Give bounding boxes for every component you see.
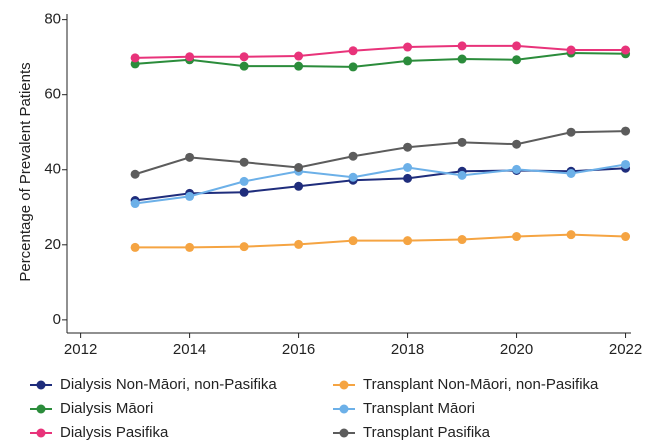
point [457, 170, 467, 180]
point [239, 157, 249, 167]
point [621, 45, 631, 55]
legend-label: Dialysis Non-Māori, non-Pasifika [60, 376, 277, 393]
x-tick-label: 2012 [64, 341, 97, 358]
legend-marker [339, 380, 349, 390]
legend-label: Dialysis Māori [60, 400, 153, 417]
x-tick-label: 2016 [282, 341, 315, 358]
point [294, 61, 304, 71]
point [566, 169, 576, 178]
y-tick-label: 80 [44, 11, 61, 28]
point [294, 239, 304, 249]
point [403, 236, 413, 246]
point [403, 162, 413, 172]
point [621, 159, 631, 169]
legend-label: Transplant Pasifika [363, 424, 491, 441]
y-tick-label: 20 [44, 236, 61, 253]
point [348, 151, 358, 161]
point [512, 55, 522, 65]
y-tick-label: 40 [44, 161, 61, 178]
point [239, 187, 249, 197]
point [185, 191, 195, 201]
point [185, 52, 195, 62]
legend-marker [36, 428, 46, 438]
point [348, 62, 358, 72]
y-axis-title: Percentage of Prevalent Patients [17, 62, 34, 281]
point [621, 232, 631, 242]
point [294, 51, 304, 61]
point [457, 41, 467, 51]
point [512, 41, 522, 51]
legend-marker [36, 380, 46, 390]
point [566, 230, 576, 240]
y-tick-label: 60 [44, 86, 61, 103]
point [130, 242, 140, 252]
point [239, 242, 249, 252]
legend-label: Transplant Māori [363, 400, 475, 417]
legend-marker [36, 404, 46, 414]
point [294, 162, 304, 172]
x-tick-label: 2018 [391, 341, 424, 358]
legend-marker [339, 404, 349, 414]
point [512, 164, 522, 174]
point [130, 199, 140, 209]
point [239, 52, 249, 62]
point [130, 169, 140, 179]
point [566, 45, 576, 55]
point [185, 242, 195, 252]
x-tick-label: 2022 [609, 341, 642, 358]
legend-label: Dialysis Pasifika [60, 424, 169, 441]
point [403, 142, 413, 152]
point [621, 126, 631, 136]
point [239, 176, 249, 186]
point [403, 173, 413, 183]
x-tick-label: 2020 [500, 341, 533, 358]
point [239, 61, 249, 71]
point [185, 152, 195, 162]
series-line [135, 44, 626, 59]
point [348, 46, 358, 56]
point [130, 53, 140, 63]
point [403, 42, 413, 52]
y-tick-label: 0 [53, 311, 61, 328]
point [457, 137, 467, 147]
series-line [135, 233, 626, 249]
point [457, 54, 467, 64]
point [348, 236, 358, 246]
point [457, 235, 467, 245]
series-line [135, 52, 626, 68]
legend-marker [339, 428, 349, 438]
point [348, 172, 358, 182]
x-tick-label: 2014 [173, 341, 206, 358]
series-line [134, 130, 626, 176]
point [294, 181, 304, 191]
legend-label: Transplant Non-Māori, non-Pasifika [363, 376, 599, 393]
point [566, 127, 576, 137]
point [403, 56, 413, 66]
point [512, 139, 522, 149]
series-line [134, 163, 626, 205]
point [512, 232, 522, 242]
